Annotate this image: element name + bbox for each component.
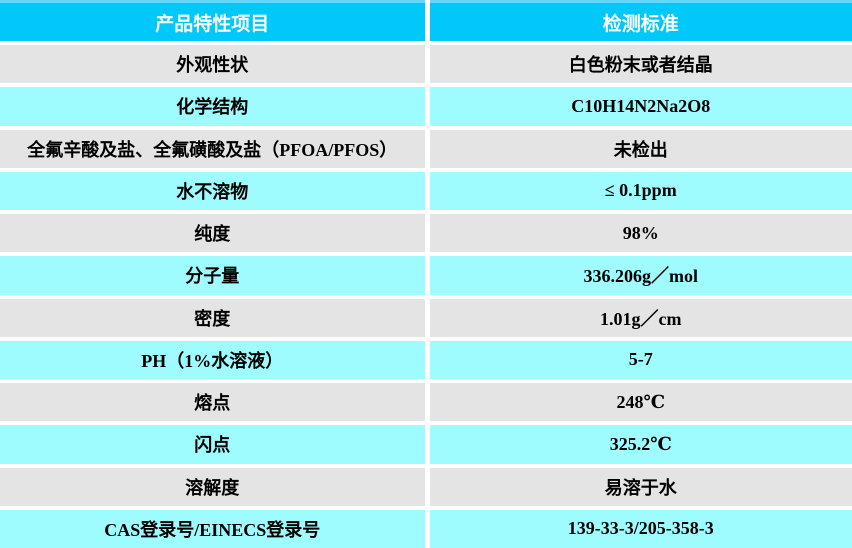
spec-label: 密度 [0, 296, 430, 341]
spec-label: 水不溶物 [0, 169, 430, 215]
table-row-flash-point: 闪点 325.2℃ [0, 423, 852, 468]
table-row-appearance: 外观性状 白色粉末或者结晶 [0, 43, 852, 88]
spec-label: 溶解度 [0, 465, 430, 510]
spec-value: ≤ 0.1ppm [427, 169, 852, 215]
table-row-water-insoluble: 水不溶物 ≤ 0.1ppm [0, 169, 852, 215]
spec-label: 分子量 [0, 254, 430, 299]
table-row-pfoa-pfos: 全氟辛酸及盐、全氟磺酸及盐（PFOA/PFOS） 未检出 [0, 127, 852, 172]
spec-value: 139-33-3/205-358-3 [427, 507, 852, 548]
spec-value: 325.2℃ [427, 423, 852, 468]
table-row-density: 密度 1.01g／cm [0, 296, 852, 341]
table-row-chemical-structure: 化学结构 C10H14N2Na2O8 [0, 85, 852, 130]
spec-value: 336.206g／mol [427, 254, 852, 299]
spec-label: 熔点 [0, 381, 430, 426]
header-test-standard: 检测标准 [427, 0, 852, 45]
table-header-row: 产品特性项目 检测标准 [0, 0, 852, 45]
table-row-molecular-weight: 分子量 336.206g／mol [0, 254, 852, 299]
spec-label: 纯度 [0, 212, 430, 257]
spec-label: 化学结构 [0, 85, 430, 130]
spec-value: 98% [427, 212, 852, 257]
table-row-ph: PH（1%水溶液） 5-7 [0, 338, 852, 384]
spec-label: 闪点 [0, 423, 430, 468]
spec-value: 248℃ [427, 381, 852, 426]
spec-label: PH（1%水溶液） [0, 338, 430, 384]
table-row-cas-einecs: CAS登录号/EINECS登录号 139-33-3/205-358-3 [0, 507, 852, 548]
table-row-melting-point: 熔点 248℃ [0, 381, 852, 426]
spec-label: 外观性状 [0, 43, 430, 88]
spec-value: 未检出 [427, 127, 852, 172]
spec-value: 易溶于水 [427, 465, 852, 510]
spec-value: 5-7 [427, 338, 852, 384]
table-row-purity: 纯度 98% [0, 212, 852, 257]
spec-label: CAS登录号/EINECS登录号 [0, 507, 430, 548]
header-product-feature: 产品特性项目 [0, 0, 430, 45]
table-row-solubility: 溶解度 易溶于水 [0, 465, 852, 510]
spec-value: 白色粉末或者结晶 [427, 43, 852, 88]
spec-value: C10H14N2Na2O8 [427, 85, 852, 130]
spec-value: 1.01g／cm [427, 296, 852, 341]
spec-label: 全氟辛酸及盐、全氟磺酸及盐（PFOA/PFOS） [0, 127, 430, 172]
